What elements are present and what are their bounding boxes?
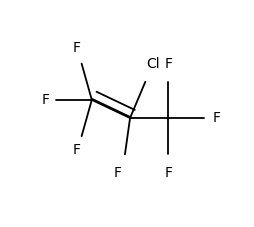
Text: F: F [72,41,80,55]
Text: F: F [164,165,172,180]
Text: F: F [212,111,220,125]
Text: Cl: Cl [146,57,159,71]
Text: F: F [113,165,121,180]
Text: F: F [164,57,172,71]
Text: F: F [72,143,80,157]
Text: F: F [42,93,50,107]
